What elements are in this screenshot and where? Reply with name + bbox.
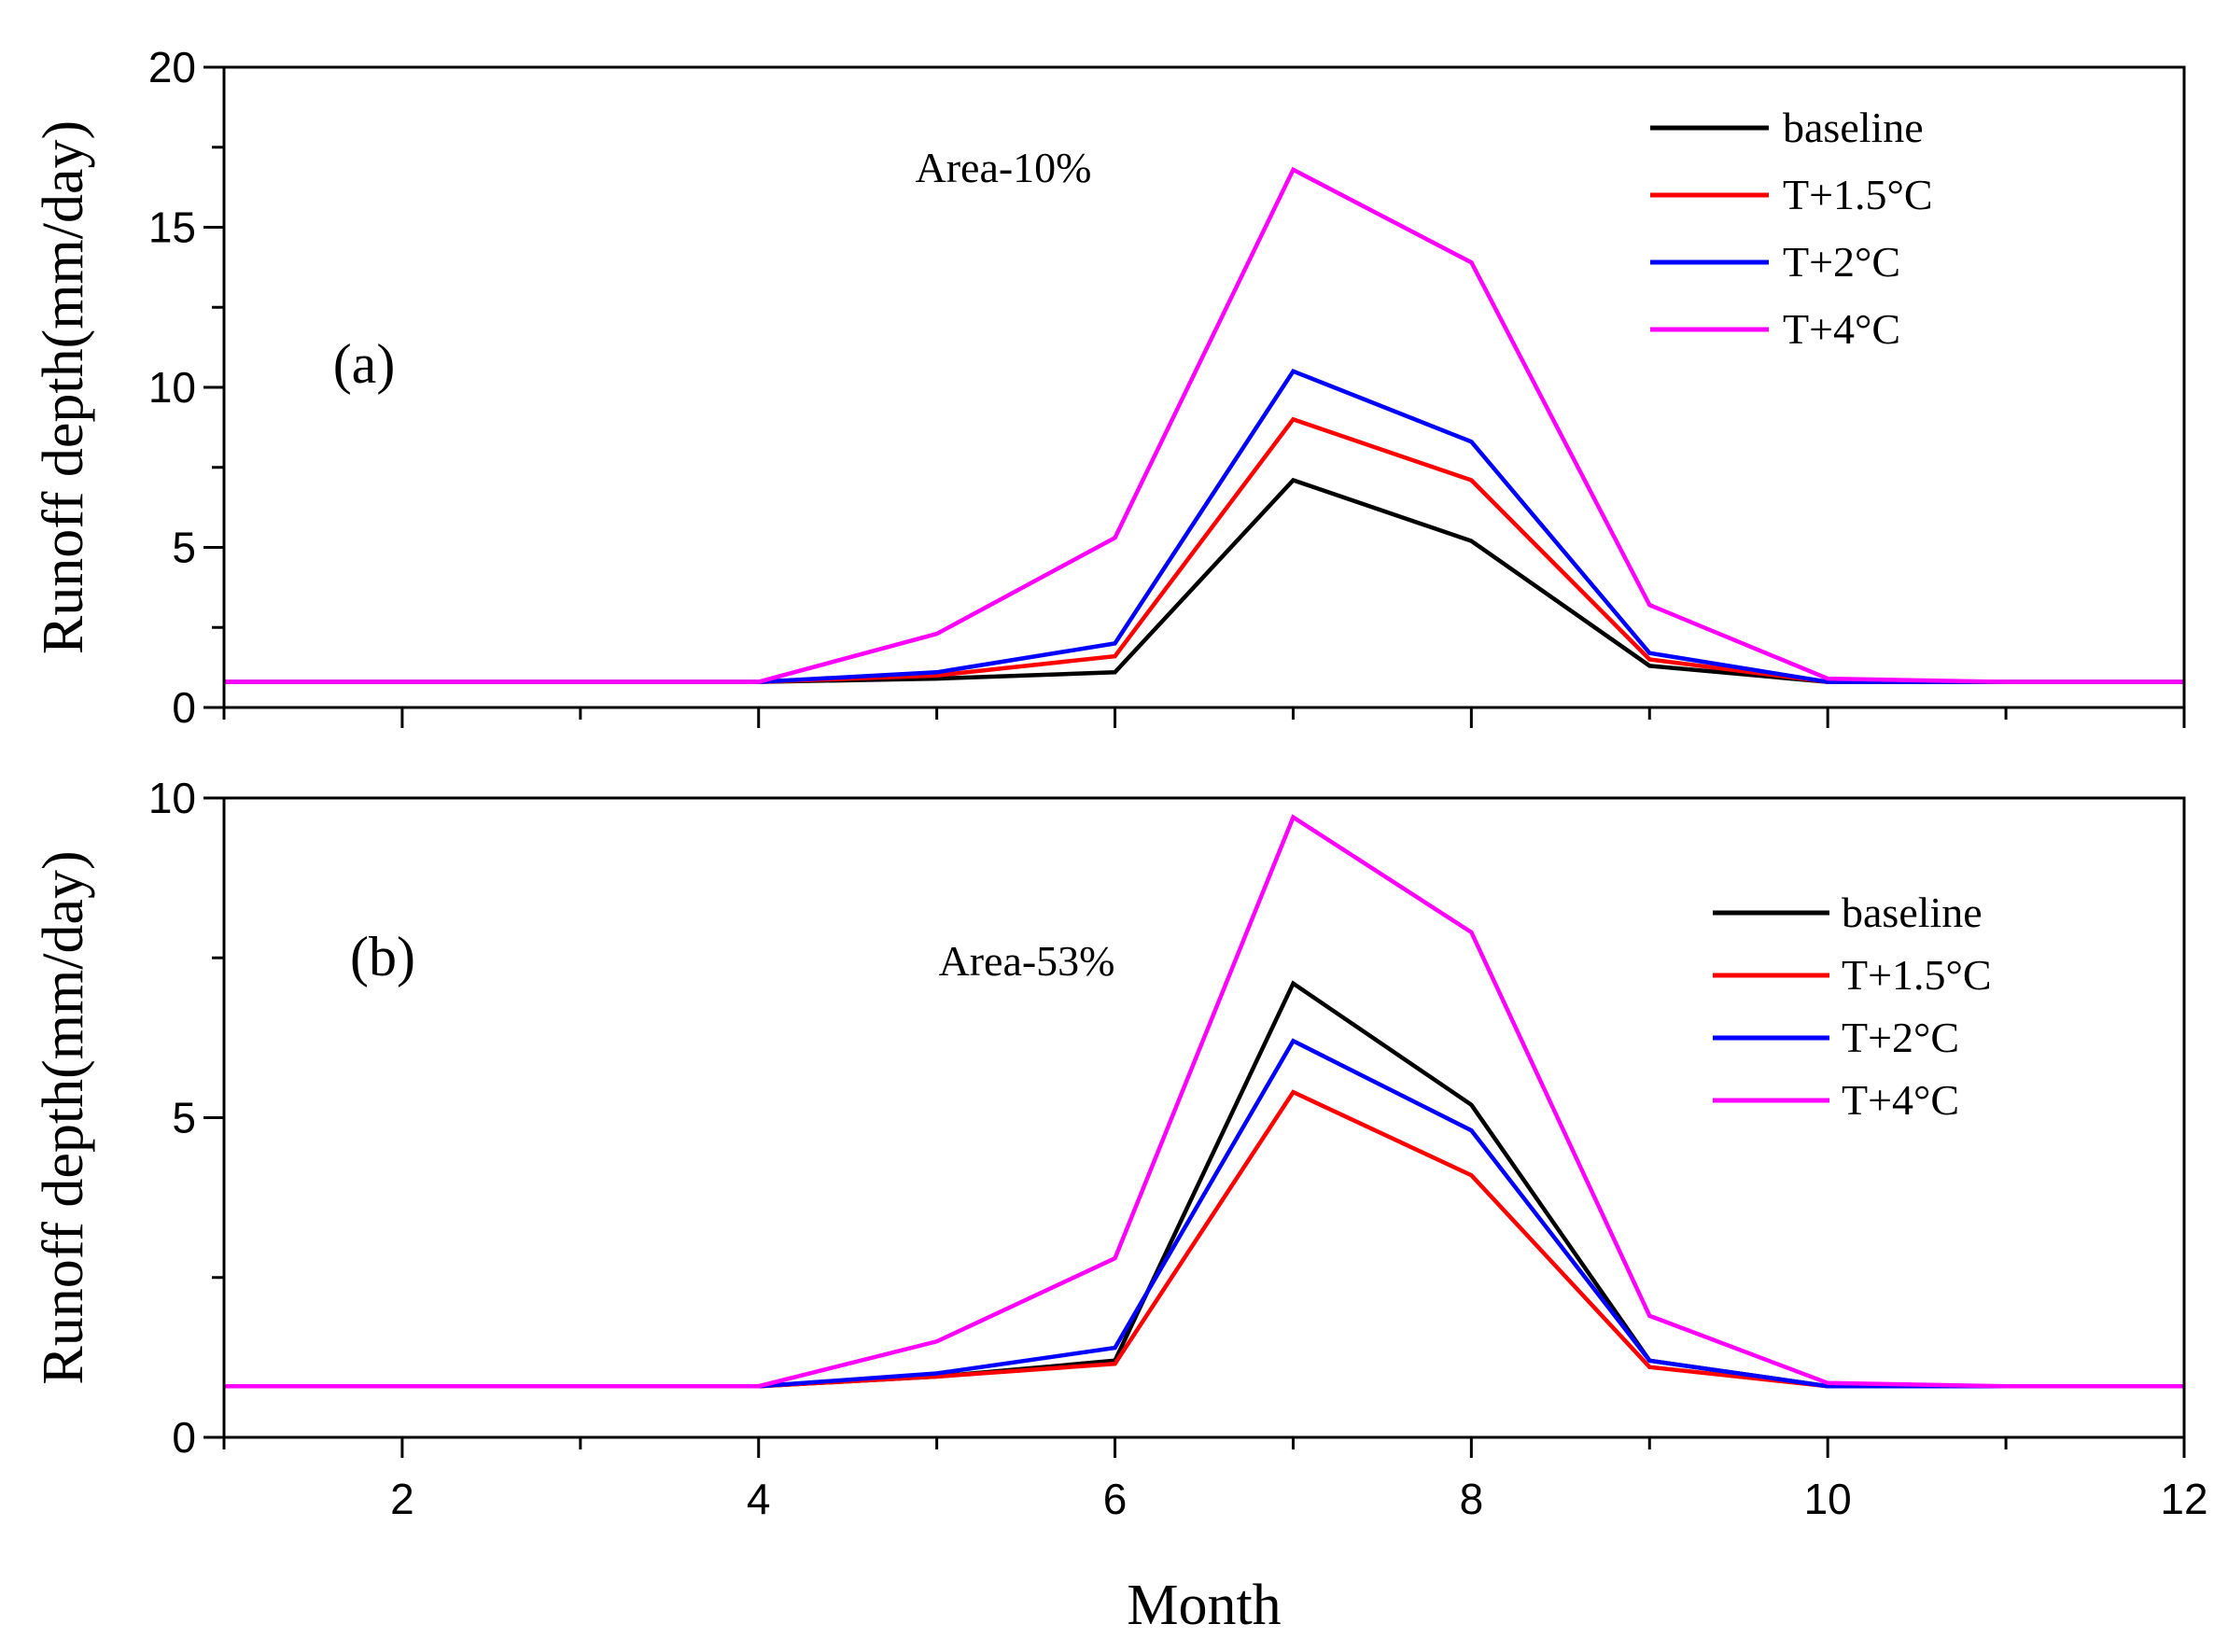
panel-b-x-tick-label-12: 12 xyxy=(2160,1475,2207,1523)
panel-a-y-axis-title: Runoff depth(mm/day) xyxy=(32,120,95,654)
panel-b-legend-label-baseline: baseline xyxy=(1842,889,1983,936)
panel-b-legend: baseline T+1.5°C T+2°C T+4°C xyxy=(1713,889,1992,1124)
panel-a-legend: baseline T+1.5°C T+2°C T+4°C xyxy=(1650,104,1933,353)
panel-b-y-tick-label-5: 5 xyxy=(172,1094,196,1142)
panel-b-area-annotation: Area-53% xyxy=(938,937,1114,985)
panel-b-series-line-t-1-5-c xyxy=(224,1089,2184,1389)
panel-a-chart: 0 5 10 15 20 Runoff depth(mm/day) Area-10% (a) b… xyxy=(32,43,2186,732)
panel-a-y-tick-label-0: 0 xyxy=(172,683,196,732)
panel-b-x-tick-label-2: 2 xyxy=(390,1475,414,1523)
panel-a-legend-label-t-2-c: T+2°C xyxy=(1783,238,1900,286)
panel-a-y-tick-label-15: 15 xyxy=(148,203,196,252)
panel-b-y-tick-label-0: 0 xyxy=(172,1413,196,1462)
panel-b-legend-label-t-1-5-c: T+1.5°C xyxy=(1842,951,1992,999)
panel-b-x-tick-label-8: 8 xyxy=(1460,1475,1484,1523)
panel-b-legend-label-t-4-c: T+4°C xyxy=(1842,1076,1959,1124)
panel-b-series-line-t-4-c xyxy=(224,814,2184,1389)
panel-b-chart: 2 4 6 8 10 12 0 5 10 Runoff depth(mm/day) Area-53%… xyxy=(32,774,2208,1637)
panel-a-legend-label-baseline: baseline xyxy=(1783,104,1924,151)
panel-a-y-tick-label-5: 5 xyxy=(172,524,196,572)
panel-a-legend-label-t-4-c: T+4°C xyxy=(1783,305,1900,353)
panel-a-series-line-t-1-5-c xyxy=(224,416,2184,684)
panel-a-area-annotation: Area-10% xyxy=(915,144,1091,191)
panel-a-y-tick-label-20: 20 xyxy=(148,43,196,91)
panel-b-x-axis-title: Month xyxy=(1127,1574,1281,1637)
panel-a-plot-frame xyxy=(222,65,2186,709)
panel-b-y-tick-label-10: 10 xyxy=(148,774,196,822)
panel-a-series-line-t-2-c xyxy=(224,369,2184,684)
panel-a-legend-label-t-1-5-c: T+1.5°C xyxy=(1783,171,1933,218)
panel-a-label: (a) xyxy=(333,333,396,395)
panel-b-legend-label-t-2-c: T+2°C xyxy=(1842,1014,1959,1061)
panel-a-y-tick-label-10: 10 xyxy=(148,363,196,412)
panel-b-x-tick-label-6: 6 xyxy=(1103,1475,1128,1523)
panel-b-x-tick-label-4: 4 xyxy=(747,1475,771,1523)
panel-b-label: (b) xyxy=(350,926,415,987)
panel-b-x-tick-label-10: 10 xyxy=(1804,1475,1852,1523)
panel-a-series-line-t-4-c xyxy=(224,166,2184,684)
panel-b-y-axis-title: Runoff depth(mm/day) xyxy=(32,850,95,1384)
